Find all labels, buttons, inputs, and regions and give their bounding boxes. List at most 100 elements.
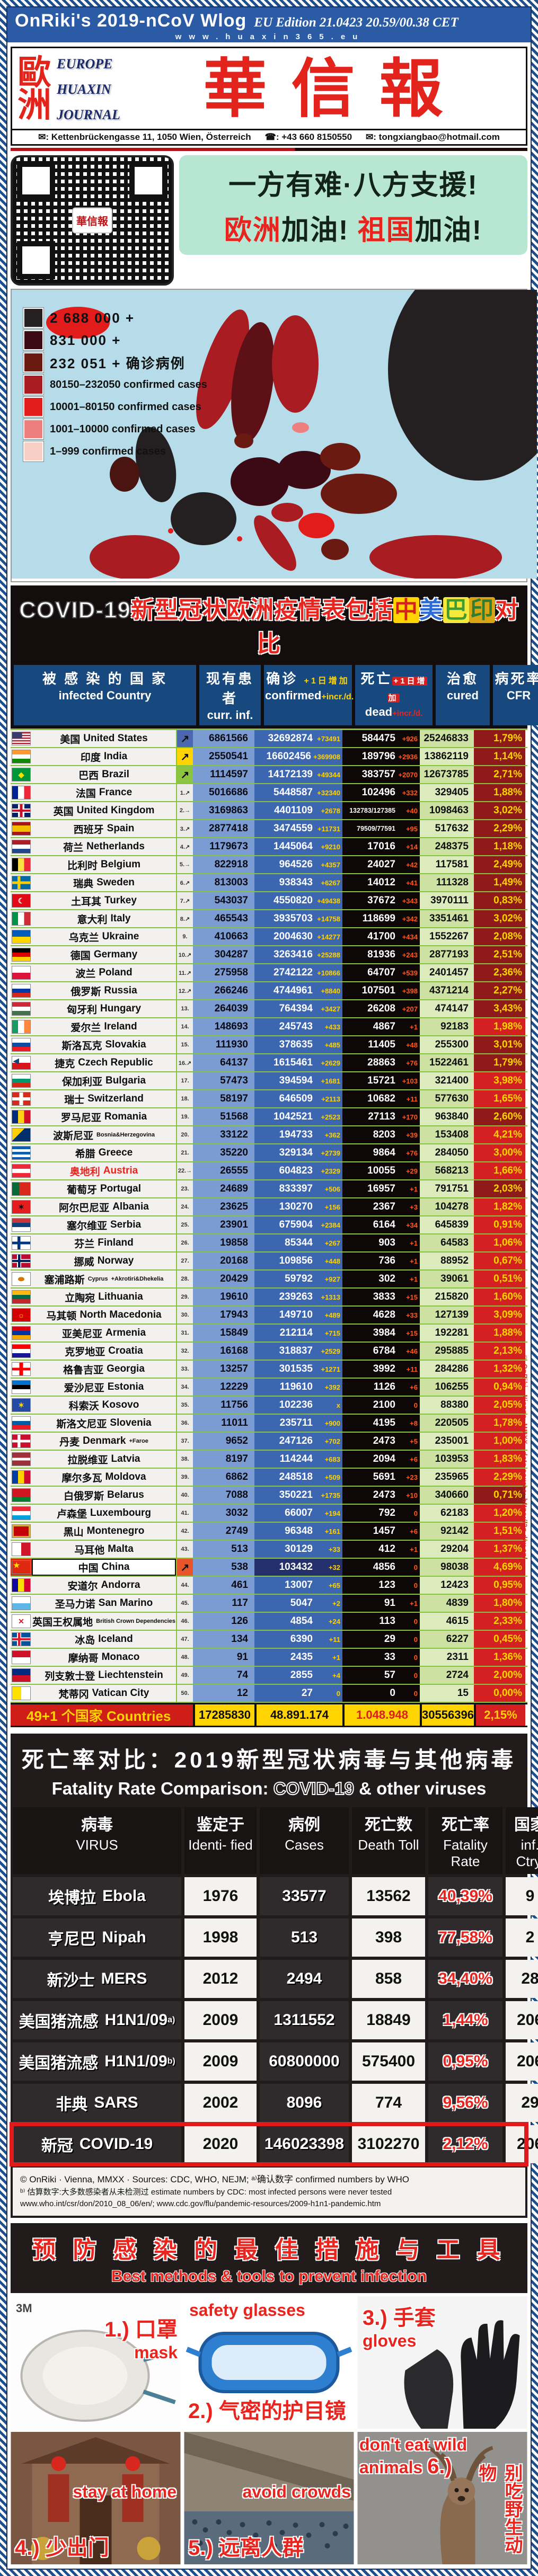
flag-cell: ☼ bbox=[11, 1307, 32, 1323]
flag-emblem-icon: ✶ bbox=[18, 1401, 24, 1409]
current-infected-value: 111930 bbox=[193, 1036, 254, 1053]
flag-cell bbox=[11, 1541, 32, 1558]
country-name: 希腊 Greece bbox=[32, 1144, 176, 1161]
covid-row-romania: 罗马尼亚 Romania 19. 51568 1042521 +2523 27113 +170… bbox=[11, 1108, 527, 1126]
flag-cell bbox=[11, 802, 32, 819]
footnote-2[interactable]: ᵇ⁾ 估算数字:大多数感染者从未检测过 estimate numbers by … bbox=[20, 2187, 392, 2209]
rank-cell: 47. bbox=[176, 1631, 193, 1648]
flag-hr bbox=[12, 1344, 31, 1358]
cured-value: 295885 bbox=[420, 1343, 474, 1360]
confirmed-increment: +1 bbox=[332, 1653, 340, 1662]
home-label-cn: 4.) 少出门 bbox=[15, 2530, 109, 2561]
site-url-link[interactable]: www.huaxin365.eu bbox=[175, 32, 365, 41]
covid-row-north-macedonia: ☼ 马其顿 North Macedonia 30. 17943 149710 +489 462… bbox=[11, 1307, 527, 1325]
qr-eye-icon bbox=[17, 162, 55, 200]
fat-col-rate-cn: 死亡率 bbox=[442, 1816, 489, 1834]
country-name: 列支敦士登 Liechtenstein bbox=[32, 1667, 176, 1684]
col-header-confirmed-cn: 确诊 bbox=[266, 671, 298, 687]
rank-cell: ↗ bbox=[176, 748, 193, 765]
current-infected-value: 543037 bbox=[193, 892, 254, 909]
dead-increment: +39 bbox=[405, 1131, 418, 1139]
covid-row-sweden: 瑞典 Sweden 6.↗ 813003 938343 +6267 14012 +41 1113… bbox=[11, 874, 527, 892]
qr-center-logo: 華信報 bbox=[72, 207, 112, 234]
current-infected-value: 2877418 bbox=[193, 820, 254, 837]
confirmed-value: 833397 +506 bbox=[254, 1180, 342, 1197]
confirmed-value: 194733 +362 bbox=[254, 1126, 342, 1143]
current-infected-value: 264039 bbox=[193, 1000, 254, 1017]
goggles-photo: safety glasses 2.) 气密的护目镜 bbox=[184, 2296, 354, 2429]
covid-row-albania: ✶ 阿尔巴尼亚 Albania 24. 23625 130270 +156 2367 +3 104… bbox=[11, 1198, 527, 1216]
legend-row: 10001–80150 confirmed cases bbox=[23, 396, 207, 418]
rank-cell: 15. bbox=[176, 1036, 193, 1053]
virus-name: 新沙士 MERS bbox=[13, 1960, 181, 1998]
confirmed-value: 964526 +4357 bbox=[254, 856, 342, 873]
confirmed-increment: 0 bbox=[336, 1689, 340, 1698]
goggles-label-cn: 2.) 气密的护目镜 bbox=[188, 2394, 346, 2424]
covid-row-british-crown-dependencies: ✕ 英国王权属地 British Crown Dependencies 46. 126 4… bbox=[11, 1613, 527, 1631]
cfr-value: 1,88% bbox=[474, 1325, 525, 1342]
country-name: 爱尔兰 Ireland bbox=[32, 1018, 176, 1035]
country-name: 英国王权属地 British Crown Dependencies bbox=[32, 1613, 176, 1630]
country-name: 西班牙 Spain bbox=[32, 820, 176, 837]
col-header-cured-cn: 治愈 bbox=[446, 671, 479, 687]
dead-value: 118699 +342 bbox=[342, 910, 420, 927]
flag-cell bbox=[11, 1162, 32, 1179]
covid-row-spain: 西班牙 Spain 3.↗ 2877418 3474559 +11731 79509/775… bbox=[11, 820, 527, 838]
cured-value: 12673785 bbox=[420, 766, 474, 783]
confirmed-value: 235711 +900 bbox=[254, 1415, 342, 1432]
totals-confirmed: 48.891.174 bbox=[254, 1704, 342, 1726]
rank-cell: 7.↗ bbox=[176, 892, 193, 909]
cfr-value: 2,05% bbox=[474, 1397, 525, 1414]
flag-li bbox=[12, 1668, 31, 1682]
flag-emblem-icon: ☼ bbox=[17, 1311, 25, 1319]
flag-emblem-icon: ◆ bbox=[18, 770, 24, 779]
cfr-value: 3,02% bbox=[474, 910, 525, 927]
covid-title-segment: 印 bbox=[469, 597, 495, 623]
covid-row-moldova: 摩尔多瓦 Moldova 39. 6862 248518 +509 5691 +23 23596… bbox=[11, 1469, 527, 1487]
dead-increment: +170 bbox=[402, 1113, 418, 1121]
confirmed-value: 938343 +6267 bbox=[254, 874, 342, 891]
home-label-en: stay at home bbox=[73, 2482, 177, 2502]
dead-increment: +332 bbox=[402, 788, 418, 797]
dead-increment: +40 bbox=[405, 806, 418, 815]
dead-increment: +23 bbox=[405, 1473, 418, 1481]
slogan-seg-homeland: 祖国 bbox=[357, 215, 415, 246]
virus-fatality-rate: 40,39% bbox=[428, 1877, 502, 1915]
cfr-value: 4,21% bbox=[474, 1126, 525, 1143]
col-header-cured-en: cured bbox=[447, 689, 479, 702]
flag-dk bbox=[12, 1434, 31, 1448]
cfr-value: 1,88% bbox=[474, 784, 525, 801]
confirmed-value: 764394 +3427 bbox=[254, 1000, 342, 1017]
dead-increment: +343 bbox=[402, 896, 418, 905]
slogan-seg: 加油! bbox=[414, 215, 483, 246]
dead-value: 17016 +14 bbox=[342, 838, 420, 855]
flag-mk: ☼ bbox=[12, 1308, 31, 1322]
confirmed-value: 378635 +485 bbox=[254, 1036, 342, 1053]
confirmed-increment: +362 bbox=[324, 1131, 340, 1139]
flag-ee bbox=[12, 1380, 31, 1394]
country-name: 罗马尼亚 Romania bbox=[32, 1108, 176, 1125]
dead-value: 10682 +11 bbox=[342, 1090, 420, 1107]
flag-tr: ☾ bbox=[12, 894, 31, 908]
rank-cell: 3.↗ bbox=[176, 820, 193, 837]
current-infected-value: 8197 bbox=[193, 1451, 254, 1468]
rank-cell: 8.↗ bbox=[176, 910, 193, 927]
virus-row-ebola: 埃博拉 Ebola 1976 33577 13562 40,39% 9 bbox=[13, 1877, 538, 1915]
cfr-value: 2,13% bbox=[474, 1343, 525, 1360]
cfr-value: 3,01% bbox=[474, 1036, 525, 1053]
confirmed-value: 3474559 +11731 bbox=[254, 820, 342, 837]
rank-cell: 49. bbox=[176, 1667, 193, 1684]
country-name: 瑞典 Sweden bbox=[32, 874, 176, 891]
col-header-cfr-cn: 病死率 bbox=[495, 671, 538, 687]
legend-label: 80150–232050 confirmed cases bbox=[50, 378, 207, 390]
confirmed-value: 350221 +1735 bbox=[254, 1487, 342, 1504]
rank-cell: 25. bbox=[176, 1216, 193, 1233]
flag-cell bbox=[11, 1433, 32, 1450]
flag-cell bbox=[11, 784, 32, 801]
dead-increment: +14 bbox=[405, 842, 418, 851]
dead-value: 24027 +42 bbox=[342, 856, 420, 873]
confirmed-increment: +49438 bbox=[317, 896, 340, 905]
col-header-current: 现有患者 curr. inf. bbox=[199, 665, 261, 725]
dead-value: 3984 +15 bbox=[342, 1325, 420, 1342]
email-link[interactable]: ✉: tongxiangbao@hotmail.com bbox=[366, 132, 500, 142]
